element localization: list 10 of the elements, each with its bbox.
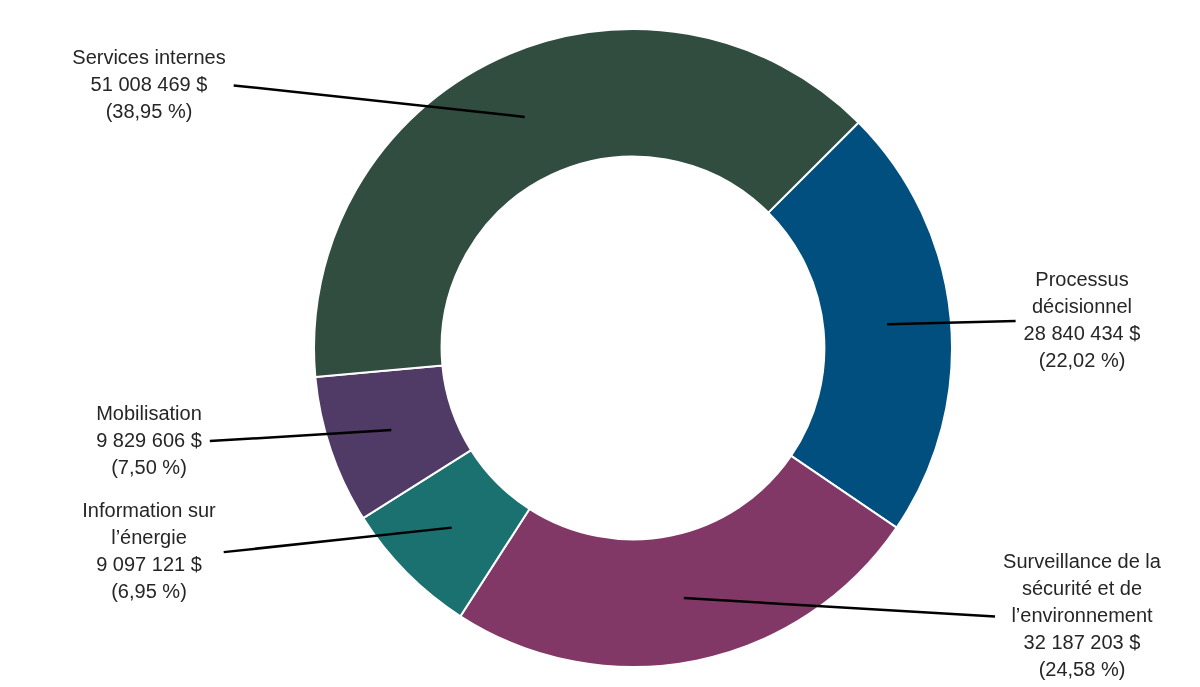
slice-label: Mobilisation — [96, 401, 202, 424]
data-label: 28 840 434 $ (22,02 %) — [1023, 321, 1141, 371]
slice-label: Surveillance de la sécurité et de l’environnement — [1003, 550, 1162, 627]
data-label: 32 187 203 $ (24,58 %) — [1023, 631, 1141, 681]
slice-label: Information sur l’énergie — [82, 499, 217, 549]
data-label: 9 829 606 $ (7,50 %) — [96, 428, 202, 478]
slice-label: Processus décisionnel — [1031, 267, 1133, 317]
slice-label: Services internes — [72, 45, 226, 68]
data-label: 9 097 121 $ (6,95 %) — [96, 553, 202, 603]
data-label: 51 008 469 $ (38,95 %) — [90, 72, 208, 122]
